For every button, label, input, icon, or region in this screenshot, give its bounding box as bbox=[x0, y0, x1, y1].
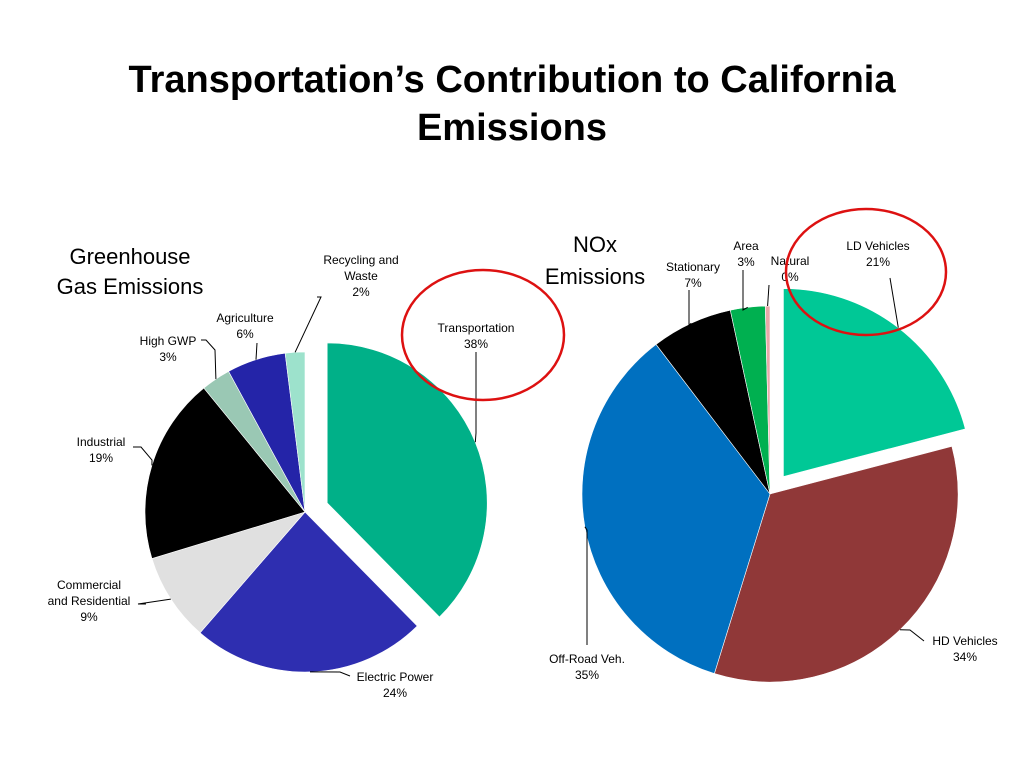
nox-label-area-name: Area bbox=[733, 239, 759, 253]
ghg-leader-industrial bbox=[133, 446, 153, 466]
ld-vehicles-highlight-circle bbox=[784, 207, 948, 337]
ghg-leader-commercial-and-residential bbox=[137, 598, 171, 605]
ghg-label-commercial-and-residential-name: and Residential bbox=[48, 594, 131, 608]
ghg-label-recycling-and-waste: Recycling and Waste 2% bbox=[323, 253, 398, 299]
ghg-pie-chart: Greenhouse Gas Emissions Transportation 3… bbox=[48, 244, 515, 700]
nox-label-hd-vehicles-value: 34% bbox=[953, 650, 977, 664]
slide-title-line-1: Transportation’s Contribution to Califor… bbox=[128, 59, 896, 101]
ghg-label-electric-power-name: Electric Power bbox=[357, 670, 434, 684]
nox-leader-hd-vehicles bbox=[899, 629, 925, 642]
ghg-label-high-gwp-value: 3% bbox=[159, 350, 177, 364]
ghg-label-industrial: Industrial 19% bbox=[77, 435, 126, 465]
nox-label-natural-value: 0% bbox=[781, 270, 799, 284]
ghg-label-commercial-and-residential-value: 9% bbox=[80, 610, 98, 624]
ghg-label-agriculture-value: 6% bbox=[236, 327, 254, 341]
nox-label-area: Area 3% bbox=[733, 239, 759, 269]
ghg-chart-title-line-2: Gas Emissions bbox=[57, 274, 204, 299]
slide-title-line-2: Emissions bbox=[416, 107, 608, 149]
nox-pie-chart: NOx Emissions LD Vehicles 21% HD Vehicles 3… bbox=[545, 232, 998, 683]
ghg-leader-recycling-and-waste bbox=[294, 296, 322, 353]
nox-slice-ld-vehicles bbox=[783, 288, 966, 477]
nox-chart-title-line-2: Emissions bbox=[545, 264, 645, 289]
slide-title: Transportation’s Contribution to Califor… bbox=[62, 56, 962, 152]
ghg-label-transportation-value: 38% bbox=[464, 337, 488, 351]
ghg-slice-industrial bbox=[144, 387, 306, 559]
nox-label-natural: Natural 0% bbox=[771, 254, 810, 284]
ghg-label-recycling-and-waste-value: 2% bbox=[352, 285, 370, 299]
nox-label-ld-vehicles-name: LD Vehicles bbox=[846, 239, 909, 253]
nox-label-stationary-name: Stationary bbox=[666, 260, 720, 274]
nox-label-off-road-veh-name: Off-Road Veh. bbox=[549, 652, 625, 666]
ghg-label-commercial-and-residential-name: Commercial bbox=[57, 578, 121, 592]
ghg-leader-electric-power bbox=[309, 671, 351, 677]
nox-label-off-road-veh-value: 35% bbox=[575, 668, 599, 682]
nox-label-stationary-value: 7% bbox=[684, 276, 702, 290]
ghg-slice-commercial-and-residential bbox=[151, 511, 306, 634]
ghg-label-commercial-and-residential: Commercial and Residential 9% bbox=[48, 578, 131, 624]
nox-leader-area bbox=[742, 270, 748, 311]
ghg-label-transportation: Transportation 38% bbox=[438, 321, 515, 351]
ghg-slice-electric-power bbox=[199, 511, 418, 673]
nox-leader-natural bbox=[767, 284, 770, 307]
ghg-leader-agriculture bbox=[255, 342, 258, 360]
ghg-label-industrial-value: 19% bbox=[89, 451, 113, 465]
ghg-label-recycling-and-waste-name: Recycling and bbox=[323, 253, 398, 267]
ghg-label-agriculture-name: Agriculture bbox=[216, 311, 274, 325]
nox-label-ld-vehicles: LD Vehicles 21% bbox=[846, 239, 909, 269]
nox-chart-title-line-1: NOx bbox=[573, 232, 617, 257]
nox-slice-off-road-veh bbox=[581, 344, 771, 674]
ghg-label-high-gwp-name: High GWP bbox=[140, 334, 197, 348]
nox-label-hd-vehicles: HD Vehicles 34% bbox=[932, 634, 997, 664]
ghg-label-agriculture: Agriculture 6% bbox=[216, 311, 274, 341]
ghg-label-electric-power-value: 24% bbox=[383, 686, 407, 700]
ghg-leader-high-gwp bbox=[201, 339, 217, 380]
ghg-label-high-gwp: High GWP 3% bbox=[140, 334, 197, 364]
ghg-slice-recycling-and-waste bbox=[284, 351, 306, 513]
nox-slice-natural bbox=[764, 305, 771, 495]
nox-label-stationary: Stationary 7% bbox=[666, 260, 720, 290]
nox-label-ld-vehicles-value: 21% bbox=[866, 255, 890, 269]
ghg-leader-transportation bbox=[474, 352, 477, 443]
nox-leader-stationary bbox=[688, 290, 692, 326]
nox-label-off-road-veh: Off-Road Veh. 35% bbox=[549, 652, 625, 682]
ghg-label-recycling-and-waste-name: Waste bbox=[344, 269, 378, 283]
ghg-label-industrial-name: Industrial bbox=[77, 435, 126, 449]
nox-leader-off-road-veh bbox=[584, 526, 588, 645]
nox-leader-ld-vehicles bbox=[889, 277, 899, 328]
transportation-highlight-circle bbox=[400, 268, 566, 402]
ghg-label-transportation-name: Transportation bbox=[438, 321, 515, 335]
ghg-slice-transportation bbox=[326, 342, 488, 618]
nox-label-area-value: 3% bbox=[737, 255, 755, 269]
ghg-chart-title-line-1: Greenhouse bbox=[69, 244, 190, 269]
nox-label-natural-name: Natural bbox=[771, 254, 810, 268]
nox-label-hd-vehicles-name: HD Vehicles bbox=[932, 634, 997, 648]
nox-slice-hd-vehicles bbox=[713, 445, 959, 683]
ghg-label-electric-power: Electric Power 24% bbox=[357, 670, 434, 700]
